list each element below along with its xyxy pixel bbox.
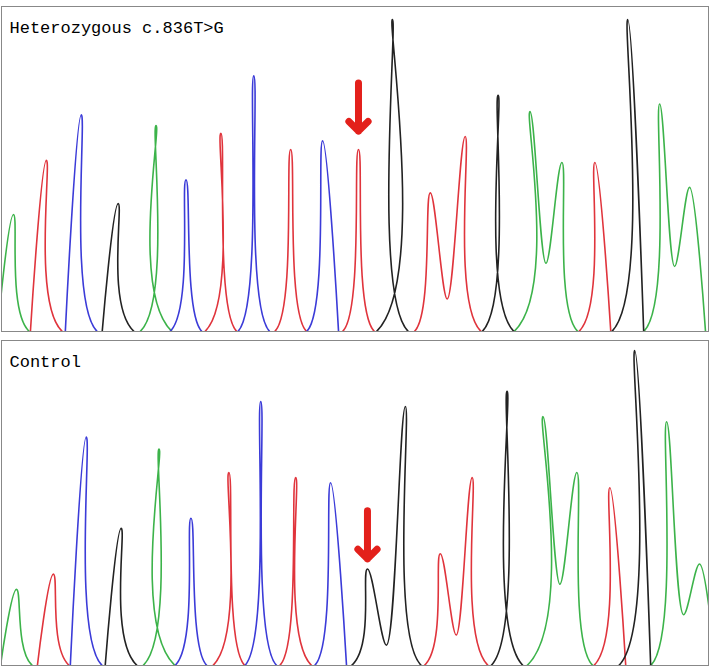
- svg-text:Heterozygous c.836T>G: Heterozygous c.836T>G: [10, 19, 224, 38]
- svg-text:Control: Control: [10, 353, 81, 372]
